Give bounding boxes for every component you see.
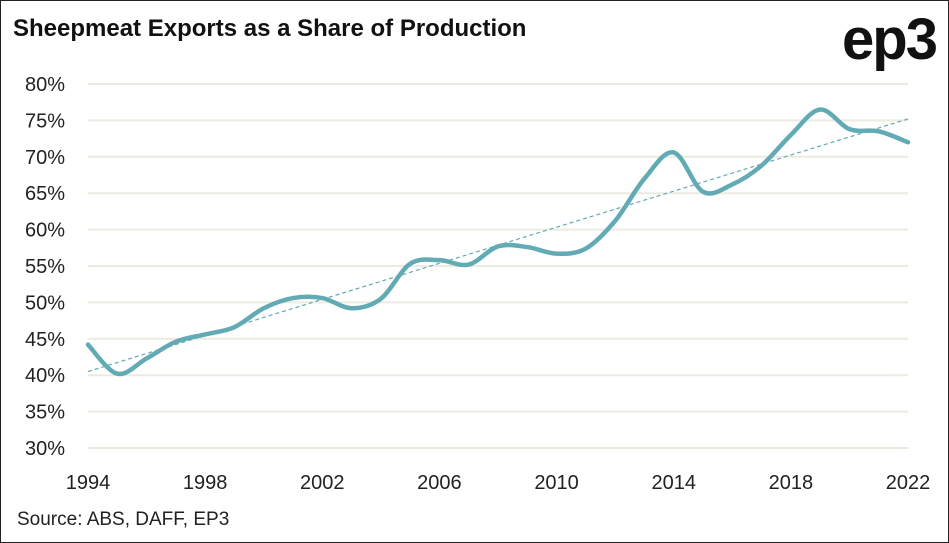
y-tick-label: 75% (25, 110, 65, 132)
x-tick-label: 1994 (66, 472, 111, 494)
y-tick-label: 50% (25, 292, 65, 314)
y-tick-label: 35% (25, 402, 65, 424)
ep3-logo: ep3 (842, 7, 938, 72)
y-tick-label: 60% (25, 220, 65, 242)
y-tick-label: 70% (25, 147, 65, 169)
series-line (85, 107, 911, 377)
y-tick-label: 40% (25, 365, 65, 387)
y-tick-label: 80% (25, 74, 65, 96)
x-tick-label: 2018 (769, 472, 814, 494)
x-tick-label: 2002 (300, 472, 345, 494)
x-tick-label: 1998 (183, 472, 228, 494)
x-tick-label: 2010 (534, 472, 579, 494)
y-tick-label: 65% (25, 183, 65, 205)
y-tick-label: 55% (25, 256, 65, 278)
y-tick-label: 30% (25, 438, 65, 460)
x-tick-label: 2006 (417, 472, 462, 494)
source-note: Source: ABS, DAFF, EP3 (17, 509, 230, 530)
x-tick-label: 2022 (886, 472, 931, 494)
x-tick-label: 2014 (651, 472, 696, 494)
y-tick-label: 45% (25, 329, 65, 351)
chart-title: Sheepmeat Exports as a Share of Producti… (13, 15, 527, 42)
